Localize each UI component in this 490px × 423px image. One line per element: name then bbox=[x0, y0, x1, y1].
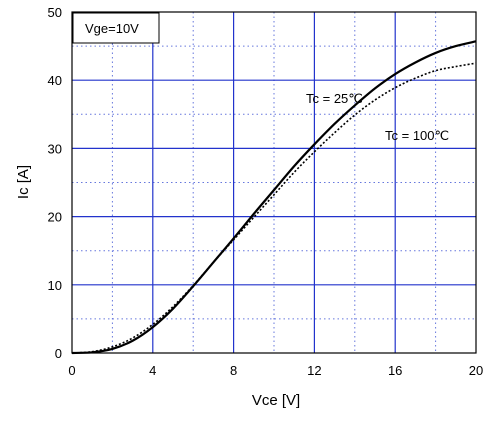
x-tick-label: 4 bbox=[149, 363, 156, 378]
y-tick-label: 50 bbox=[48, 5, 62, 20]
x-axis-title: Vce [V] bbox=[252, 392, 300, 409]
x-tick-label: 0 bbox=[68, 363, 75, 378]
plot-frame bbox=[71, 11, 477, 354]
y-tick-label: 20 bbox=[48, 210, 62, 225]
y-axis-title: Ic [A] bbox=[15, 165, 32, 199]
x-tick-label: 16 bbox=[388, 363, 402, 378]
y-tick-label: 40 bbox=[48, 73, 62, 88]
x-tick-label: 12 bbox=[307, 363, 321, 378]
series-label-25c: Tc = 25℃ bbox=[306, 91, 363, 106]
tick-labels: 0 4 8 12 16 20 0 10 20 30 40 50 bbox=[48, 5, 484, 378]
x-tick-label: 8 bbox=[230, 363, 237, 378]
series-line-tc100 bbox=[71, 62, 477, 354]
series-label-100c: Tc = 100℃ bbox=[385, 128, 449, 143]
series-line-tc25 bbox=[71, 40, 477, 355]
condition-box bbox=[72, 12, 160, 44]
y-tick-label: 10 bbox=[48, 278, 62, 293]
series-group bbox=[71, 40, 477, 355]
grid bbox=[72, 12, 476, 353]
y-tick-label: 0 bbox=[55, 346, 62, 361]
x-tick-label: 20 bbox=[469, 363, 483, 378]
condition-label: Vge=10V bbox=[85, 21, 139, 36]
y-tick-label: 30 bbox=[48, 141, 62, 156]
